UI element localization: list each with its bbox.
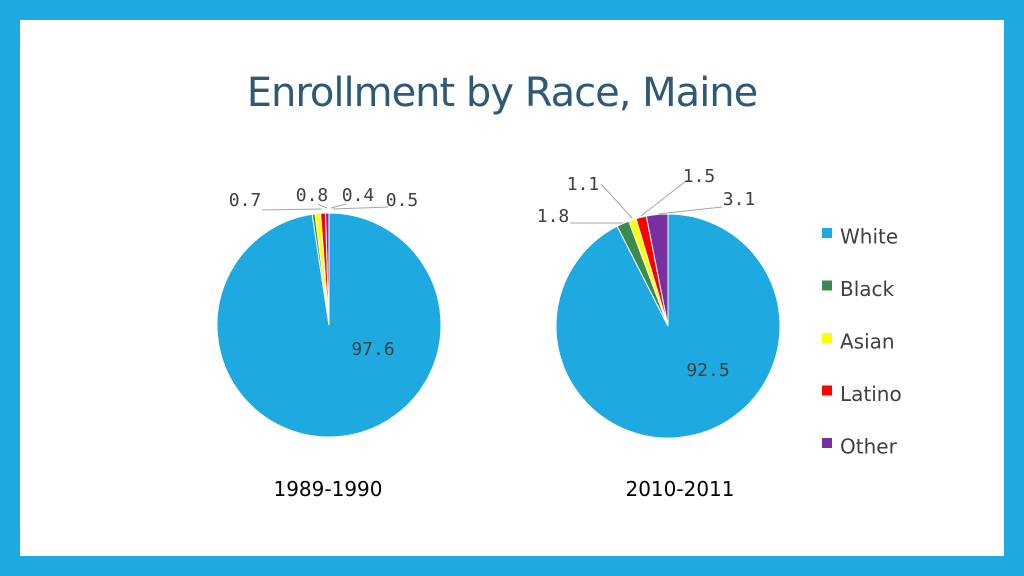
- legend-label-black: Black: [840, 277, 895, 301]
- legend-label-white: White: [840, 225, 898, 249]
- data-label-white: 92.5: [686, 360, 729, 381]
- data-label-white: 97.6: [351, 339, 394, 360]
- pie-chart-1989-1990: 97.6 0.4 0.8 0.7 0.5: [216, 185, 442, 438]
- pie-caption-1989-1990: 1989-1990: [273, 477, 382, 501]
- leader-line-asian: [317, 203, 328, 209]
- chart-legend: White Black Asian Latino Other: [822, 225, 902, 459]
- leader-line-latino: [640, 180, 687, 217]
- legend-swatch-white: [822, 228, 832, 238]
- legend-label-latino: Latino: [840, 382, 902, 406]
- data-label-other: 3.1: [723, 189, 756, 210]
- leader-line-asian: [600, 183, 633, 219]
- legend-swatch-latino: [822, 385, 832, 396]
- leader-line-black: [330, 203, 347, 209]
- legend-label-asian: Asian: [840, 330, 895, 354]
- pie-slice-other: [645, 213, 669, 327]
- pie-chart-2010-2011: 92.5 1.8 1.1 1.5 3.1: [537, 166, 781, 439]
- data-label-other: 0.5: [386, 190, 419, 211]
- leader-line-other: [657, 206, 723, 215]
- legend-label-other: Other: [840, 435, 898, 459]
- legend-swatch-other: [822, 438, 832, 448]
- data-label-black: 0.4: [342, 185, 375, 206]
- leader-line-latino: [261, 208, 323, 211]
- legend-swatch-black: [822, 280, 832, 291]
- pie-caption-2010-2011: 2010-2011: [625, 477, 734, 501]
- leader-line-other: [332, 206, 389, 210]
- pie-slice-other: [324, 212, 330, 326]
- legend-swatch-asian: [822, 333, 832, 343]
- slide-title: Enrollment by Race, Maine: [246, 70, 759, 116]
- data-label-asian: 1.1: [567, 174, 600, 195]
- data-label-latino: 0.7: [229, 190, 262, 211]
- slide-frame: [20, 20, 1004, 556]
- data-label-black: 1.8: [537, 206, 570, 227]
- data-label-asian: 0.8: [296, 185, 329, 206]
- data-label-latino: 1.5: [683, 166, 716, 187]
